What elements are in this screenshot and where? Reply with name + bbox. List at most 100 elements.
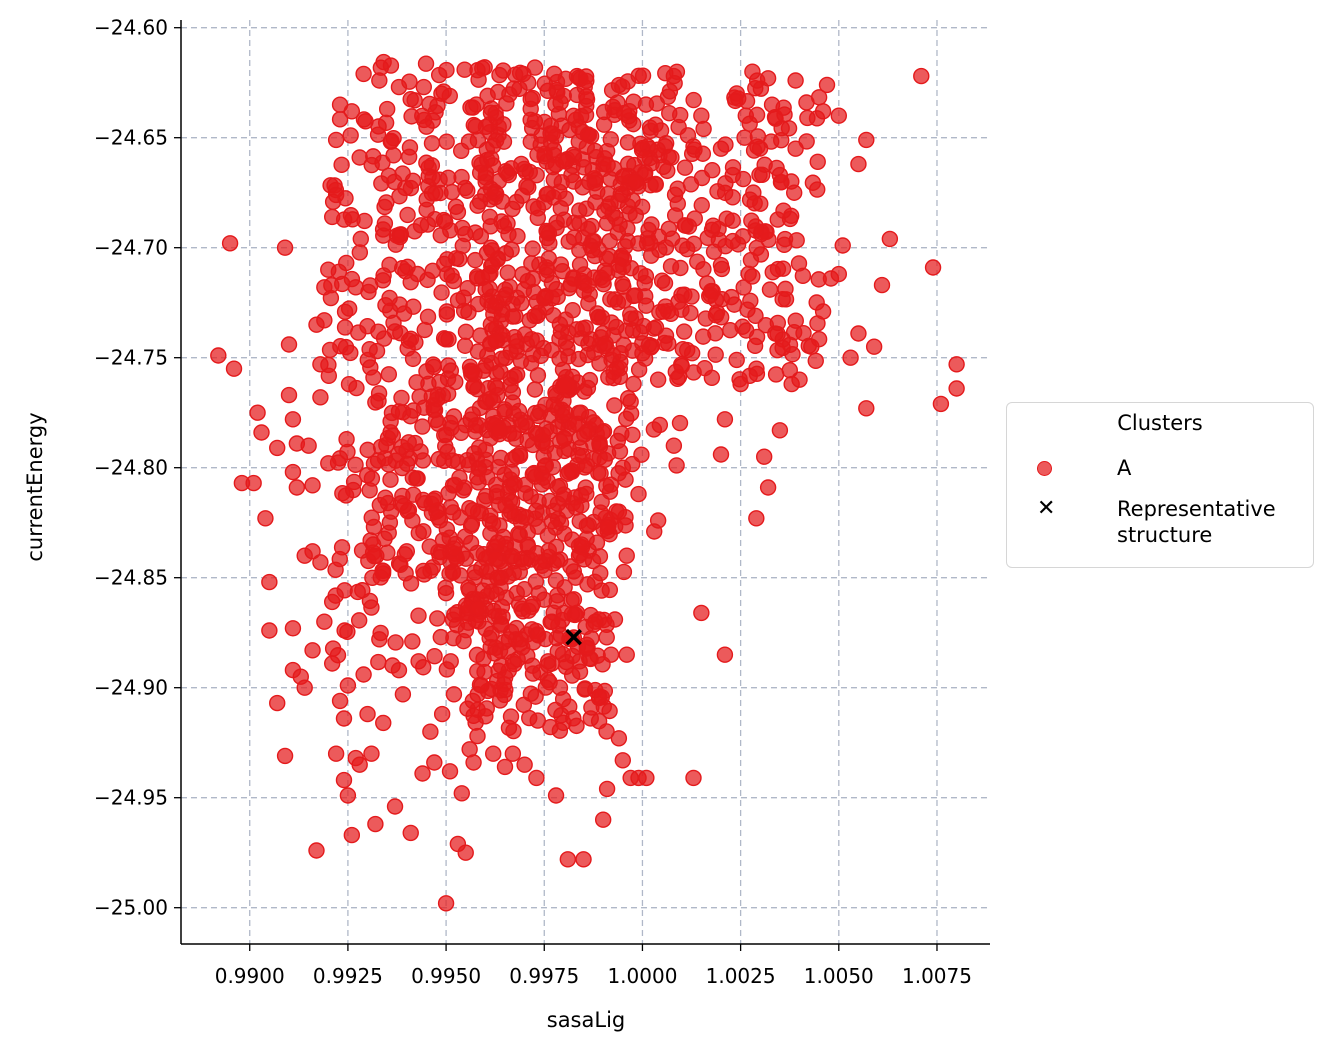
data-point	[462, 534, 480, 552]
data-point	[520, 179, 537, 196]
data-point	[913, 67, 930, 85]
data-point	[624, 426, 641, 443]
data-point	[476, 492, 493, 509]
y-tick-label: −24.60	[94, 16, 168, 40]
data-point	[467, 251, 484, 269]
data-point	[331, 550, 348, 568]
data-point	[522, 133, 539, 150]
data-point	[570, 350, 587, 368]
data-point	[795, 324, 812, 342]
data-point	[442, 653, 459, 670]
data-point	[799, 109, 816, 127]
data-point	[342, 344, 359, 362]
data-point	[320, 261, 337, 278]
data-point	[355, 65, 372, 83]
data-point	[393, 438, 411, 456]
data-point	[764, 264, 781, 281]
data-point	[363, 599, 380, 616]
data-point	[349, 583, 366, 601]
data-point	[339, 787, 357, 804]
data-point	[280, 386, 298, 404]
data-point	[693, 107, 710, 124]
data-point	[655, 158, 672, 176]
data-point	[320, 455, 337, 472]
data-point	[489, 83, 507, 101]
data-point	[536, 145, 553, 163]
data-point	[790, 255, 808, 272]
data-point	[555, 604, 573, 622]
data-point	[612, 344, 629, 362]
data-point	[316, 279, 333, 296]
data-point	[370, 118, 387, 135]
data-point	[418, 363, 435, 380]
data-point	[473, 559, 490, 577]
data-point	[736, 129, 753, 146]
data-point	[723, 288, 740, 306]
data-point	[611, 360, 628, 377]
data-point	[426, 754, 443, 771]
data-point	[597, 335, 614, 352]
data-point	[464, 99, 482, 116]
data-point	[565, 173, 582, 190]
data-point	[609, 432, 627, 450]
data-point	[323, 655, 341, 672]
data-point	[536, 591, 553, 608]
data-point	[387, 634, 404, 651]
data-point	[504, 308, 521, 325]
data-point	[578, 88, 595, 105]
data-point	[398, 543, 416, 560]
data-point	[410, 653, 427, 670]
data-point	[415, 523, 432, 540]
data-point	[402, 179, 420, 197]
data-point	[336, 622, 353, 639]
data-point	[477, 708, 494, 725]
data-point	[561, 698, 578, 715]
data-point	[390, 661, 408, 679]
data-point	[327, 131, 345, 149]
data-point	[602, 646, 620, 663]
data-point	[585, 269, 603, 286]
data-point	[655, 303, 672, 320]
data-point	[602, 131, 619, 148]
data-point	[445, 540, 463, 557]
representative-marker-layer	[565, 628, 582, 646]
data-point	[386, 173, 403, 191]
data-point	[735, 279, 752, 296]
data-point	[563, 667, 581, 684]
data-point	[365, 369, 382, 386]
data-point	[785, 184, 803, 201]
data-point	[551, 477, 569, 495]
data-point	[399, 340, 416, 357]
data-point	[741, 115, 758, 132]
data-point	[399, 206, 416, 224]
data-point	[488, 672, 506, 690]
data-point	[537, 679, 555, 696]
data-point	[504, 547, 521, 565]
data-point	[469, 469, 486, 486]
data-point	[347, 279, 364, 296]
data-point	[385, 147, 402, 164]
data-point	[693, 197, 710, 214]
data-point	[626, 287, 644, 304]
data-point	[555, 211, 573, 228]
data-point	[371, 631, 388, 648]
data-point	[335, 771, 353, 789]
data-point	[547, 787, 565, 804]
data-point	[675, 323, 693, 340]
data-point	[674, 340, 692, 358]
data-point	[406, 92, 423, 109]
data-point	[394, 686, 412, 703]
data-point	[410, 607, 427, 624]
data-point	[433, 85, 450, 102]
data-point	[524, 240, 541, 257]
data-point	[470, 71, 487, 88]
data-point	[774, 339, 791, 357]
data-point	[578, 485, 595, 503]
data-point	[422, 723, 439, 740]
x-tick-label: 0.9900	[215, 964, 285, 988]
data-point	[489, 569, 506, 586]
data-point	[599, 518, 617, 536]
data-point	[408, 470, 425, 487]
data-point	[873, 276, 891, 294]
data-point	[350, 612, 368, 629]
